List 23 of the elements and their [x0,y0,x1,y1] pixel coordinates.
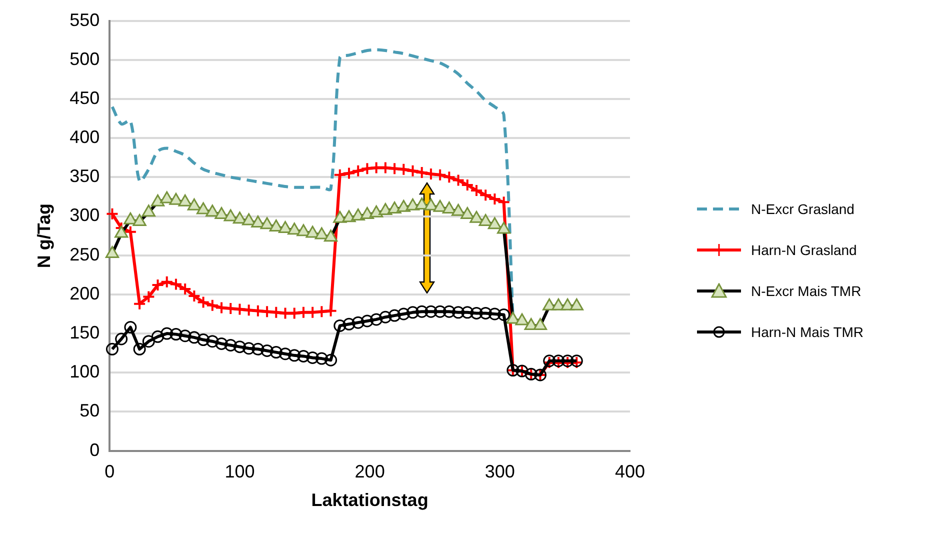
x-tick-label: 100 [224,462,255,482]
y-tick-label: 300 [70,205,100,226]
y-tick-label: 250 [70,244,100,264]
y-axis-title: N g/Tag [34,203,54,268]
legend-label: Harn-N Grasland [751,242,857,258]
x-tick-label: 400 [614,462,646,482]
y-tick-label: 100 [70,362,100,382]
x-tick-label: 0 [104,462,115,482]
y-tick-label: 0 [90,440,100,460]
y-tick-label: 400 [70,127,100,148]
x-tick-label: 200 [354,462,385,482]
y-tick-label: 500 [70,48,100,69]
y-tick-label: 550 [70,10,100,30]
y-tick-label: 450 [70,88,100,108]
legend-label: Harn-N Mais TMR [751,324,864,340]
x-axis-title: Laktationstag [311,490,428,510]
x-tick-label: 300 [484,462,515,482]
legend-label: N-Excr Mais TMR [751,282,862,298]
legend-label: N-Excr Grasland [751,200,854,216]
y-tick-label: 350 [70,166,100,186]
y-tick-label: 150 [70,322,100,342]
y-tick-label: 200 [70,283,100,304]
y-tick-label: 50 [80,400,100,421]
